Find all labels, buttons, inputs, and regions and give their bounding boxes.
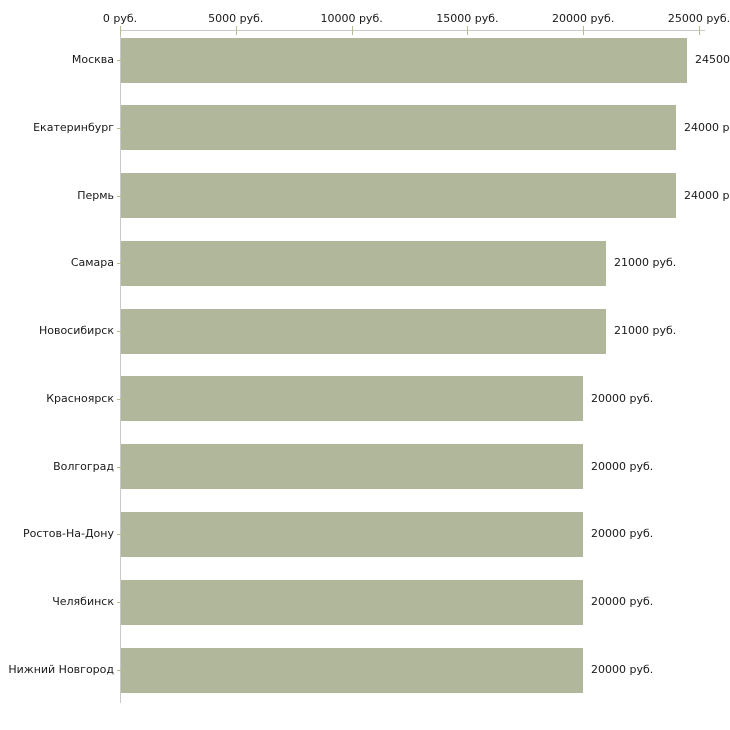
value-label: 24000 руб. [684,188,730,202]
category-label: Ростов-На-Дону [22,527,114,541]
y-axis-tick [117,534,123,536]
x-axis-tick [699,26,700,35]
bar-10 [121,647,583,693]
value-label: 20000 руб. [591,663,654,677]
bar-3 [121,173,676,219]
category-label: Пермь [77,188,114,202]
x-axis-tick [583,26,585,35]
category-label: Челябинск [52,595,114,609]
category-label: Екатеринбург [33,120,114,134]
category-label: Новосибирск [38,324,114,338]
bar-5 [121,308,606,354]
value-label: 20000 руб. [591,527,654,541]
category-label: Москва [71,53,114,66]
x-axis-tick [120,26,121,35]
y-axis-tick [117,263,123,265]
x-axis-tick [351,26,353,35]
value-label: 20000 руб. [591,391,654,405]
y-axis-line [120,30,121,703]
y-axis-tick [117,670,123,672]
bar-8 [121,511,583,557]
y-axis-tick [117,398,123,400]
value-label: 24500 руб. [695,53,730,66]
y-axis-tick [117,331,123,333]
x-axis-tick [235,26,237,35]
x-axis-tick-label: 20000 руб. [552,12,615,25]
category-label: Самара [70,256,114,270]
bar-9 [121,579,583,625]
value-label: 21000 руб. [614,256,677,270]
value-label: 20000 руб. [591,595,654,609]
category-label: Волгоград [53,459,114,473]
category-label: Красноярск [46,391,114,405]
bar-4 [121,240,606,286]
x-axis-tick-label: 15000 руб. [436,12,499,25]
bar-6 [121,376,583,422]
value-label: 20000 руб. [591,459,654,473]
bar-1 [121,37,687,83]
bar-7 [121,444,583,490]
x-axis-line [120,30,705,31]
x-axis-tick-label: 5000 руб. [208,12,264,25]
y-axis-tick [117,60,123,61]
category-label: Нижний Новгород [8,663,114,677]
x-axis-tick-label: 0 руб. [102,12,138,25]
value-label: 24000 руб. [684,120,730,134]
bar-2 [121,105,676,151]
y-axis-tick [117,127,123,129]
x-axis-tick-label: 25000 руб. [667,12,730,25]
x-axis-tick-label: 10000 руб. [320,12,383,25]
y-axis-tick [117,602,123,604]
value-label: 21000 руб. [614,324,677,338]
x-axis-tick [467,26,469,35]
y-axis-tick [117,195,123,197]
y-axis-tick [117,466,123,468]
